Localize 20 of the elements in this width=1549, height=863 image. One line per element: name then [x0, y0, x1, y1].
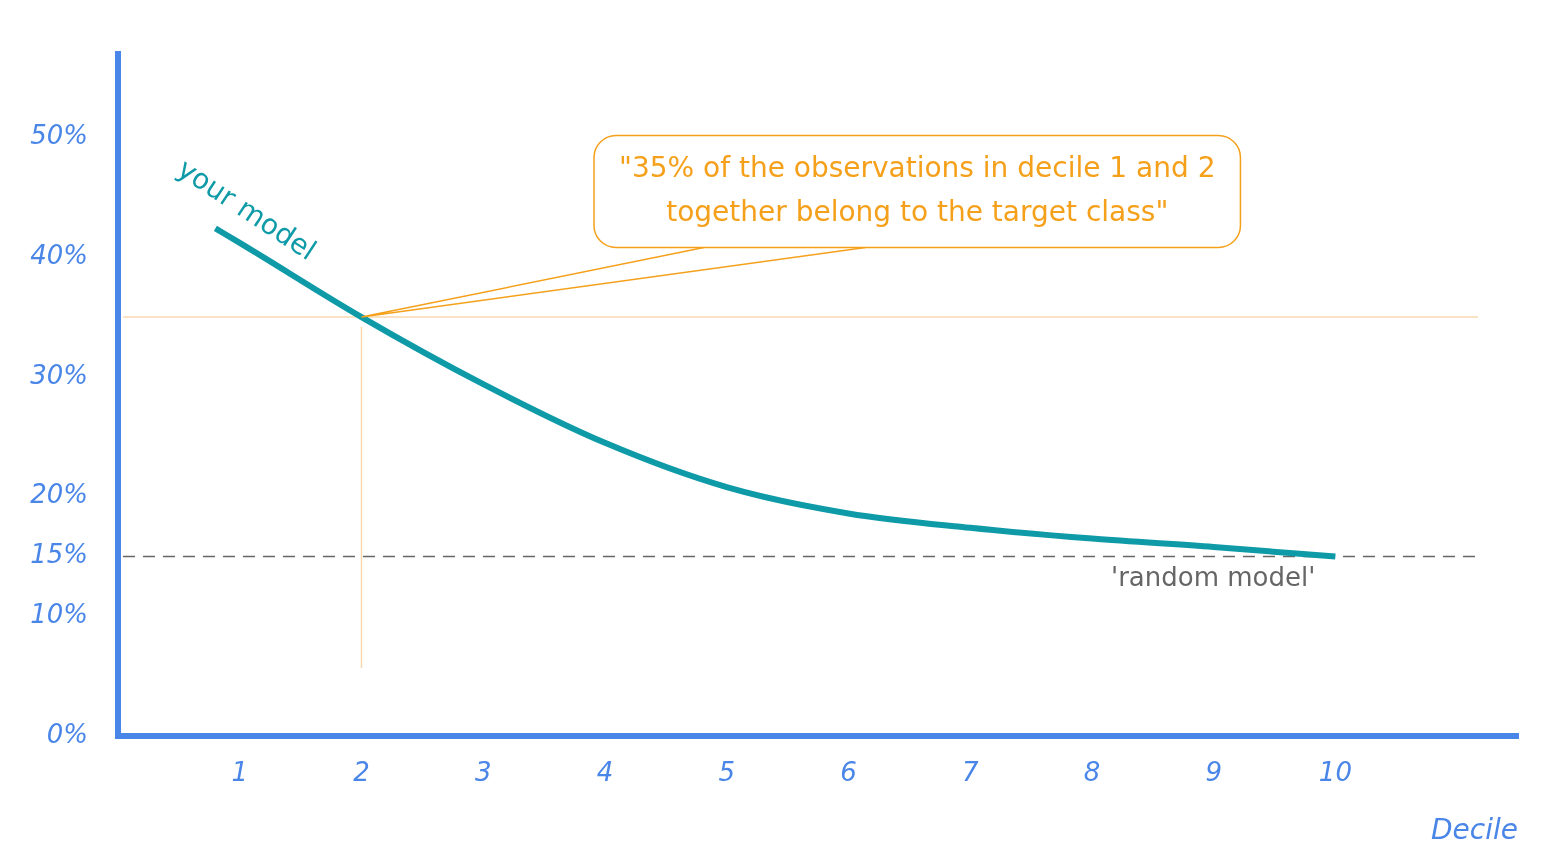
- x-tick-label: 8: [1083, 756, 1101, 787]
- x-tick-label: 2: [353, 756, 370, 787]
- x-tick-label: 10: [1318, 756, 1352, 787]
- y-tick-label: 50%: [30, 120, 88, 151]
- annotation: "35% of the observations in decile 1 and 2 together belong to the target class": [619, 150, 1216, 228]
- y-tick-label: 15%: [30, 539, 88, 570]
- x-axis-title: Decile: [1431, 813, 1518, 847]
- x-tick-label: 7: [961, 756, 979, 787]
- x-tick-label: 4: [596, 756, 614, 787]
- x-tick-label: 9: [1205, 756, 1222, 787]
- x-tick-label: 5: [718, 756, 735, 787]
- x-tick-label: 1: [231, 756, 249, 787]
- x-tick-label: 3: [474, 756, 492, 787]
- y-tick-label: 10%: [30, 599, 88, 630]
- x-tick-label: 6: [840, 756, 857, 787]
- y-tick-label: 40%: [30, 239, 88, 270]
- ref-line-label: 'random model': [1111, 562, 1316, 593]
- y-tick-label: 30%: [30, 359, 88, 390]
- y-tick-label: 0%: [46, 718, 88, 749]
- y-tick-label: 20%: [30, 479, 88, 510]
